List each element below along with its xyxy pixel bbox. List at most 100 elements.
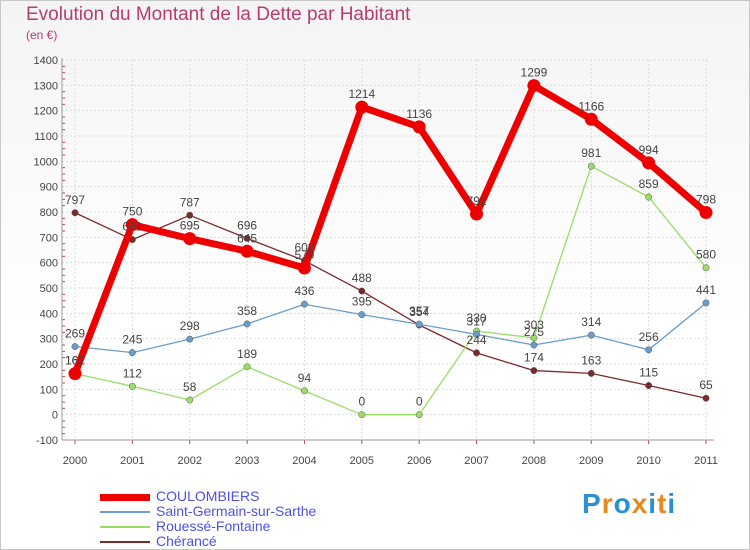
data-label: 112 bbox=[123, 366, 142, 380]
data-label: 441 bbox=[696, 283, 716, 297]
data-label: 579 bbox=[294, 248, 314, 262]
data-label: 115 bbox=[639, 366, 658, 380]
data-label: 1299 bbox=[521, 66, 548, 80]
data-label: 0 bbox=[358, 395, 365, 409]
data-point bbox=[128, 382, 136, 390]
data-point bbox=[240, 244, 254, 258]
series-line-3 bbox=[74, 212, 707, 399]
data-label: 163 bbox=[581, 353, 601, 367]
data-label: 162 bbox=[65, 354, 85, 368]
data-point bbox=[702, 394, 710, 402]
chart-title: Evolution du Montant de la Dette par Hab… bbox=[26, 4, 411, 25]
data-label: 695 bbox=[180, 219, 200, 233]
y-tick-label: 1200 bbox=[34, 106, 58, 118]
data-labels: 162 750 695 645 579 1214 1136 792 1299 1166 994 798… bbox=[65, 66, 716, 409]
x-tick-label: 2011 bbox=[694, 455, 718, 467]
data-label: 645 bbox=[237, 231, 257, 245]
data-label: 696 bbox=[237, 218, 257, 232]
data-label: 859 bbox=[639, 177, 659, 191]
data-label: 1166 bbox=[578, 99, 604, 113]
data-label: 750 bbox=[122, 205, 142, 219]
data-point bbox=[186, 335, 194, 343]
data-point bbox=[358, 411, 366, 419]
chart-subtitle: (en €) bbox=[26, 28, 58, 42]
data-point bbox=[473, 330, 480, 338]
y-tick-label: 500 bbox=[40, 283, 58, 295]
x-tick-label: 2008 bbox=[522, 455, 546, 467]
legend-swatch bbox=[100, 541, 150, 543]
data-point bbox=[71, 209, 79, 217]
data-point bbox=[530, 341, 538, 349]
data-label: 691 bbox=[122, 220, 142, 234]
legend-swatch bbox=[100, 511, 150, 513]
data-label: 174 bbox=[524, 351, 544, 365]
x-tick-label: 2003 bbox=[235, 455, 259, 467]
data-point bbox=[301, 387, 308, 395]
data-point bbox=[473, 349, 480, 357]
data-label: 330 bbox=[467, 311, 487, 325]
data-point bbox=[186, 211, 194, 219]
legend-label: Rouessé-Fontaine bbox=[156, 518, 271, 534]
x-tick-label: 2006 bbox=[407, 455, 431, 467]
data-label: 244 bbox=[467, 333, 487, 347]
data-label: 65 bbox=[699, 378, 713, 392]
series-lines bbox=[68, 79, 713, 419]
data-label: 0 bbox=[416, 395, 423, 409]
data-point bbox=[71, 343, 79, 350]
y-tick-label: 300 bbox=[40, 334, 58, 346]
y-tick-label: 0 bbox=[52, 410, 58, 422]
data-point bbox=[584, 112, 598, 126]
data-point bbox=[415, 411, 423, 419]
data-point bbox=[470, 207, 484, 221]
data-label: 1214 bbox=[348, 87, 375, 101]
data-point bbox=[645, 382, 653, 389]
legend-swatch bbox=[100, 526, 150, 528]
data-point bbox=[587, 162, 595, 170]
data-label: 162 bbox=[65, 354, 85, 368]
data-point bbox=[243, 320, 251, 328]
data-point bbox=[128, 349, 136, 357]
data-point bbox=[645, 193, 653, 201]
data-point bbox=[702, 264, 710, 272]
data-label: 245 bbox=[122, 333, 142, 347]
data-label: 580 bbox=[696, 248, 716, 262]
data-label: 792 bbox=[467, 194, 487, 208]
x-tick-label: 2000 bbox=[63, 455, 87, 467]
data-point bbox=[587, 369, 595, 377]
data-label: 358 bbox=[237, 304, 257, 318]
x-tick-label: 2001 bbox=[120, 455, 144, 467]
data-label: 189 bbox=[237, 347, 257, 361]
x-tick-label: 2004 bbox=[292, 455, 316, 467]
data-point bbox=[527, 79, 541, 93]
y-tick-label: 1300 bbox=[34, 80, 58, 92]
x-tick-label: 2005 bbox=[350, 455, 374, 467]
data-label: 269 bbox=[65, 327, 85, 341]
axes: -100010020030040050060070080090010001100… bbox=[34, 55, 718, 467]
legend-label: COULOMBIERS bbox=[156, 488, 260, 504]
data-label: 58 bbox=[183, 380, 197, 394]
y-tick-label: 1400 bbox=[34, 55, 58, 67]
y-tick-label: 400 bbox=[40, 308, 58, 320]
data-point bbox=[415, 320, 423, 328]
y-tick-label: 1000 bbox=[34, 156, 58, 168]
data-point bbox=[186, 396, 194, 404]
legend-label: Saint-Germain-sur-Sarthe bbox=[156, 503, 317, 519]
legend-swatch bbox=[100, 493, 150, 501]
data-label: 798 bbox=[696, 193, 716, 207]
proxiti-logo: Proxiti bbox=[582, 488, 677, 519]
data-label: 317 bbox=[467, 314, 487, 328]
grid bbox=[62, 59, 710, 441]
y-tick-label: 200 bbox=[40, 359, 58, 371]
data-point bbox=[530, 367, 538, 375]
data-label: 303 bbox=[524, 318, 544, 332]
data-label: 608 bbox=[294, 241, 314, 255]
series-line-1 bbox=[74, 302, 707, 354]
data-point bbox=[645, 346, 653, 354]
y-tick-label: 1100 bbox=[34, 131, 58, 143]
data-label: 488 bbox=[352, 271, 372, 285]
data-label: 981 bbox=[581, 146, 601, 160]
data-point bbox=[412, 120, 426, 134]
y-tick-label: 700 bbox=[40, 232, 58, 244]
x-tick-label: 2010 bbox=[636, 455, 660, 467]
